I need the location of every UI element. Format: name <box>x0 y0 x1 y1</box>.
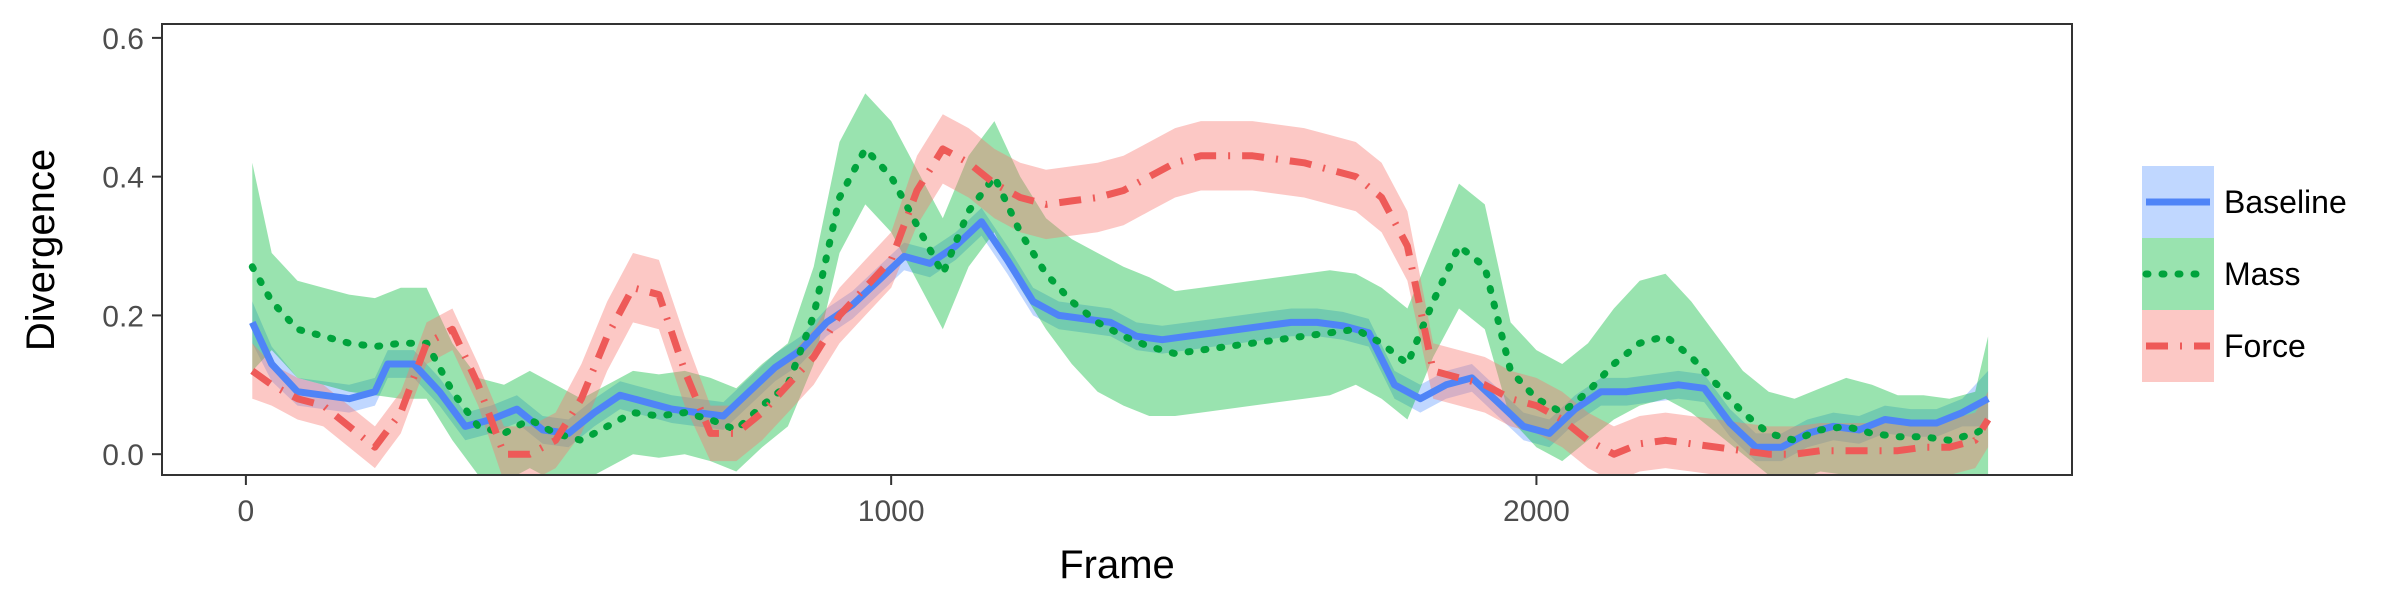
line-force <box>250 145 1992 458</box>
ribbon-baseline <box>252 207 1989 462</box>
legend-label-force: Force <box>2224 328 2306 364</box>
legend: Baseline Mass Force <box>2142 166 2347 382</box>
x-axis-title: Frame <box>1059 543 1175 587</box>
x-tick-label: 2000 <box>1503 495 1570 528</box>
y-tick-label: 0.2 <box>102 300 144 333</box>
y-tick-label: 0.4 <box>102 162 144 195</box>
y-axis: 0.0 0.2 0.4 0.6 <box>102 23 162 472</box>
y-tick-label: 0.0 <box>102 439 144 472</box>
x-tick-label: 1000 <box>858 495 925 528</box>
y-tick-label: 0.6 <box>102 23 144 56</box>
x-tick-label: 0 <box>238 495 255 528</box>
series-lines <box>248 145 1992 458</box>
line-baseline <box>249 218 1990 451</box>
ribbon-force <box>252 114 1989 475</box>
line-mass <box>248 145 1992 444</box>
legend-label-mass: Mass <box>2224 256 2300 292</box>
y-axis-title: Divergence <box>19 149 63 351</box>
plot-panel-border <box>161 23 2073 476</box>
x-axis: 0 1000 2000 <box>238 475 1570 528</box>
legend-label-baseline: Baseline <box>2224 184 2347 220</box>
